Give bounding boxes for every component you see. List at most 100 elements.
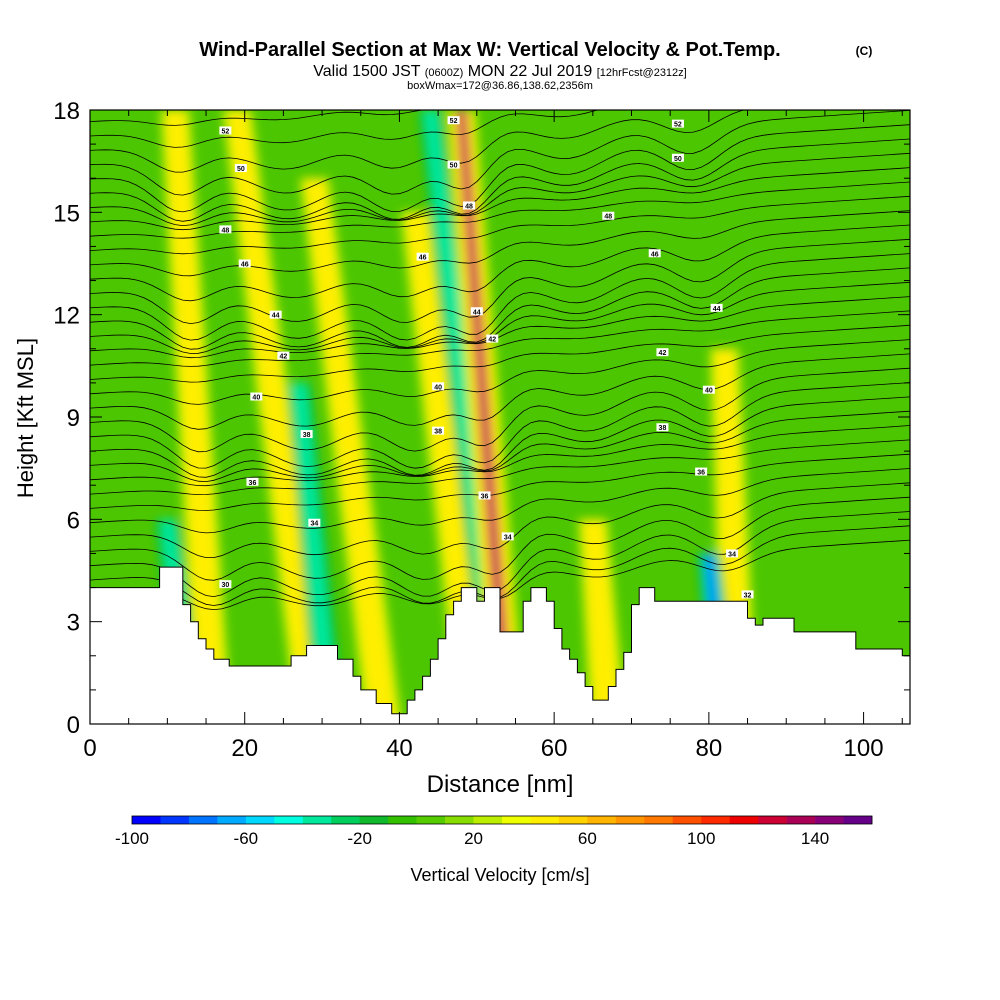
colorbar-swatch [274, 816, 304, 824]
svg-text:30: 30 [221, 582, 229, 589]
w-streak-updraft [582, 519, 622, 724]
theta-label: 40 [250, 392, 263, 402]
svg-text:48: 48 [604, 214, 612, 221]
colorbar-swatch [473, 816, 503, 824]
colorbar-swatch [843, 816, 873, 824]
theta-label: 38 [300, 430, 313, 439]
theta-label: 46 [416, 252, 429, 262]
theta-contour [90, 138, 910, 222]
theta-contour [90, 410, 910, 483]
theta-label: 38 [656, 423, 669, 432]
theta-contour [90, 396, 910, 478]
theta-label: 44 [710, 303, 723, 313]
theta-contour [90, 167, 910, 231]
theta-contour [90, 253, 910, 341]
theta-label: 36 [695, 467, 708, 477]
colorbar-tick-label: 100 [687, 829, 715, 848]
theta-label: 46 [648, 249, 661, 258]
colorbar-tick-label: -100 [115, 829, 149, 848]
theta-contour [90, 195, 910, 255]
theta-label: 36 [478, 491, 491, 500]
svg-text:48: 48 [465, 204, 473, 211]
colorbar-label: Vertical Velocity [cm/s] [410, 865, 589, 885]
svg-text:32: 32 [744, 592, 752, 599]
theta-label: 52 [671, 119, 684, 129]
x-tick-label: 40 [386, 735, 413, 762]
svg-text:40: 40 [434, 384, 442, 391]
svg-text:40: 40 [252, 395, 260, 402]
theta-contour [90, 382, 910, 469]
theta-label: 30 [219, 580, 232, 589]
colorbar-swatch [388, 816, 417, 824]
colorbar-swatch [302, 816, 332, 824]
x-tick-label: 60 [541, 735, 568, 762]
chart-subtitle: Valid 1500 JST (0600Z) MON 22 Jul 2019 [… [313, 63, 686, 80]
theta-contour [90, 281, 910, 354]
theta-contour [90, 453, 910, 511]
y-tick-label: 6 [67, 507, 80, 534]
colorbar-swatch [587, 816, 617, 824]
theta-contour [90, 425, 910, 487]
theta-contour [90, 468, 910, 534]
plot-area: 30 34 34 34 32 36 36 36 38 38 38 40 40 40 42 42 42 44 44 44… [90, 110, 910, 724]
colorbar-swatch [416, 816, 446, 824]
theta-contour [90, 152, 910, 227]
svg-text:36: 36 [249, 480, 257, 487]
chart-title: Wind-Parallel Section at Max W: Vertical… [199, 39, 780, 61]
svg-text:48: 48 [221, 227, 229, 234]
theta-label: 44 [470, 307, 483, 316]
colorbar-tick-label: 60 [578, 829, 597, 848]
svg-text:44: 44 [473, 309, 481, 316]
y-tick-label: 18 [53, 98, 80, 125]
theta-label: 48 [463, 201, 476, 211]
colorbar-tick-label: 140 [801, 829, 829, 848]
svg-text:42: 42 [279, 354, 287, 361]
theta-contour [90, 110, 462, 126]
colorbar-swatch [160, 816, 190, 824]
colorbar-swatch [245, 816, 275, 824]
colorbar-swatch [615, 816, 645, 824]
x-tick-label: 100 [844, 735, 884, 762]
theta-contour [90, 110, 746, 173]
colorbar-swatch [672, 816, 702, 824]
theta-contour [90, 238, 910, 325]
theta-contour [90, 110, 691, 148]
theta-contour [90, 324, 910, 383]
colorbar-swatch [331, 816, 360, 824]
x-tick-label: 0 [83, 735, 96, 762]
theta-contour [90, 353, 910, 430]
svg-text:52: 52 [674, 122, 682, 129]
theta-label: 48 [219, 225, 232, 234]
colorbar-swatch [729, 816, 759, 824]
theta-label: 46 [238, 259, 251, 269]
theta-label: 34 [308, 518, 321, 528]
theta-label: 42 [277, 351, 290, 361]
svg-text:38: 38 [659, 425, 667, 432]
colorbar-swatch [359, 816, 389, 824]
theta-contour [90, 124, 910, 213]
svg-text:46: 46 [419, 255, 427, 262]
svg-text:34: 34 [504, 534, 512, 541]
colorbar-swatch [558, 816, 588, 824]
svg-text:46: 46 [651, 251, 659, 258]
colorbar: -100 -60 -20 20 60 100 140 [115, 815, 873, 848]
contour-labels: 30 34 34 34 32 36 36 36 38 38 38 40 40 40 42 42 42 44 44 44… [219, 116, 754, 599]
svg-text:44: 44 [713, 306, 721, 313]
colorbar-swatch [502, 816, 531, 824]
theta-label: 44 [269, 310, 282, 320]
svg-text:34: 34 [728, 551, 736, 558]
w-streak-updraft [164, 110, 228, 724]
svg-text:36: 36 [481, 493, 489, 500]
y-tick-label: 15 [53, 200, 80, 227]
svg-text:50: 50 [450, 163, 458, 170]
svg-text:42: 42 [659, 350, 667, 357]
theta-label: 50 [447, 160, 460, 170]
w-streak-updraft [226, 110, 328, 724]
theta-contour [90, 367, 910, 453]
colorbar-swatch [815, 816, 844, 824]
colorbar-tick-label: -60 [234, 829, 259, 848]
theta-label: 42 [656, 348, 669, 357]
theta-contour [90, 339, 910, 405]
theta-contour [90, 496, 910, 581]
